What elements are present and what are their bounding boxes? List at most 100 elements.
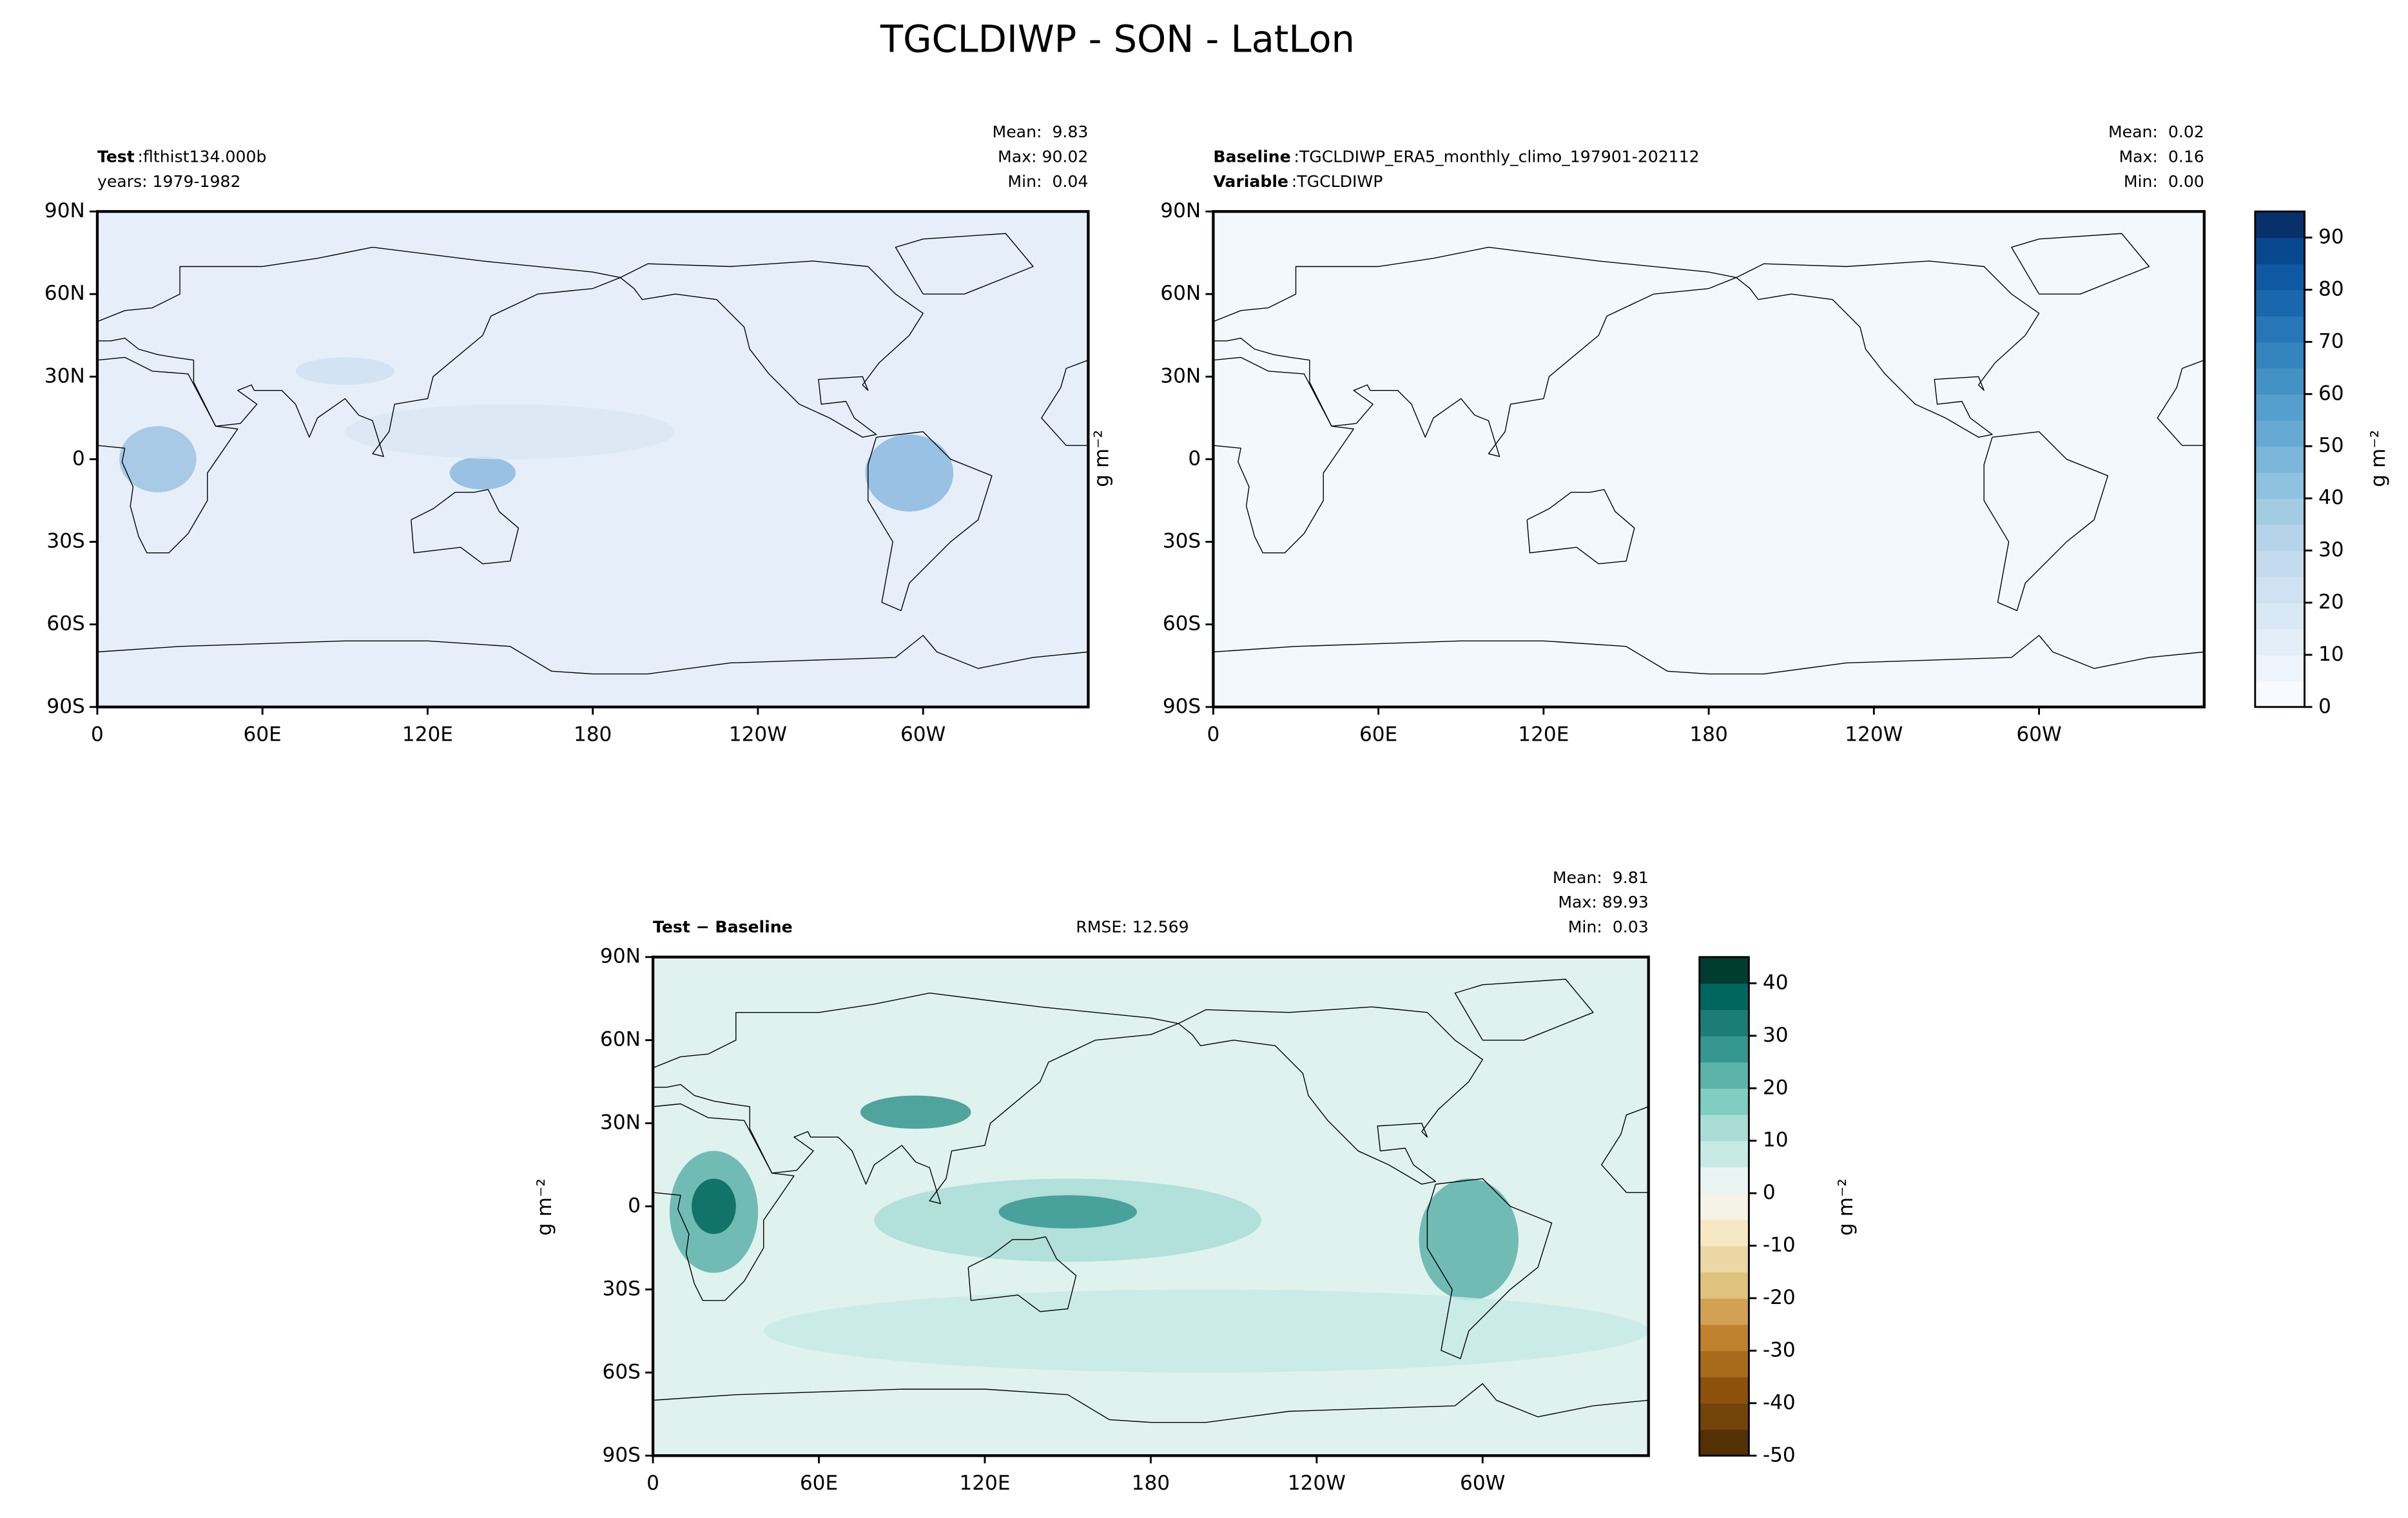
info-row: Variable:TGCLDIWP (1213, 172, 1383, 191)
colorbar-segment (2255, 602, 2305, 630)
info-row: Test:flthist134.000b (97, 147, 266, 166)
y-tick-label: 60S (1163, 612, 1201, 636)
colorbar-tick-label: -10 (1763, 1234, 1796, 1257)
x-tick-label: 180 (1132, 1472, 1170, 1495)
colorbar-segment (1699, 1324, 1749, 1352)
y-tick-label: 30N (600, 1111, 641, 1134)
colorbar-segment (2255, 681, 2305, 708)
y-tick-label: 90S (46, 695, 84, 718)
colorbar-tick-label: 60 (2318, 382, 2344, 405)
y-tick-label: 30N (1160, 364, 1201, 387)
colorbar-tick-label: 10 (1763, 1129, 1789, 1152)
y-axis-label: g m⁻² (533, 1178, 556, 1236)
colorbar-tick-label: 30 (1763, 1024, 1789, 1047)
colorbar-segment (2255, 263, 2305, 291)
info-row: Baseline:TGCLDIWP_ERA5_monthly_climo_197… (1213, 147, 1699, 166)
field-blob (998, 1195, 1137, 1229)
colorbar-segment (1699, 1088, 1749, 1115)
colorbar-segment (1699, 1062, 1749, 1089)
x-tick-label: 0 (1207, 723, 1219, 746)
colorbar-tick-label: 80 (2318, 277, 2344, 300)
stat: Min: 0.03 (1568, 917, 1649, 936)
colorbar-tick-label: 20 (2318, 590, 2344, 614)
field-blob (865, 434, 954, 512)
y-tick-label: 90N (1160, 199, 1201, 222)
colorbar-tick-label: -20 (1763, 1286, 1796, 1309)
field-blob (763, 1289, 1649, 1373)
y-tick-label: 30S (1163, 530, 1201, 553)
x-tick-label: 180 (1689, 723, 1727, 746)
x-tick-label: 60E (244, 723, 282, 746)
x-tick-label: 0 (646, 1472, 659, 1495)
field-blob (119, 426, 197, 492)
colorbar-segment (1699, 1377, 1749, 1404)
colorbar-tick-label: -50 (1763, 1443, 1796, 1466)
colorbar-frame (2254, 210, 2306, 708)
x-tick-label: 60W (1460, 1472, 1505, 1495)
colorbar-segment (1699, 1245, 1749, 1272)
y-tick-label: 60S (603, 1360, 641, 1383)
field-blob (295, 357, 395, 385)
field-blob (692, 1178, 736, 1234)
colorbar-tick-label: 20 (1763, 1076, 1789, 1099)
y-tick-label: 60N (600, 1028, 641, 1051)
y-tick-label: 60S (46, 612, 84, 636)
stat: Mean: 0.02 (2108, 122, 2204, 141)
stat: Max: 90.02 (998, 147, 1088, 166)
colorbar-segment (1699, 983, 1749, 1010)
colorbar-tick-label: 10 (2318, 643, 2344, 666)
info-value: TGCLDIWP_ERA5_monthly_climo_197901-20211… (1299, 147, 1700, 166)
y-tick-label: 90S (603, 1443, 641, 1466)
colorbar-tick-label: -40 (1763, 1391, 1796, 1414)
x-tick-label: 60E (1359, 723, 1397, 746)
y-axis-label: g m⁻² (1091, 430, 1114, 487)
colorbar-segment (2255, 315, 2305, 343)
colorbar-segment (2255, 524, 2305, 551)
y-tick-label: 90N (44, 199, 85, 222)
stat: Min: 0.00 (2124, 172, 2204, 191)
y-tick-label: 90S (1163, 695, 1201, 718)
colorbar-tick-label: 70 (2318, 329, 2344, 353)
stat: Mean: 9.81 (1553, 868, 1649, 887)
colorbar-frame (1698, 956, 1750, 1457)
info-text: years: 1979-1982 (97, 172, 241, 191)
info-row: years: 1979-1982 (97, 172, 241, 191)
field-blob (1419, 1178, 1519, 1301)
colorbar-tick-label: 0 (1763, 1181, 1776, 1204)
info-value: flthist134.000b (143, 147, 266, 166)
colorbar-tick-label: 30 (2318, 538, 2344, 561)
colorbar-segment (1699, 1114, 1749, 1142)
map-background (1213, 211, 2204, 707)
colorbar-segment (1699, 957, 1749, 984)
map (97, 211, 1089, 707)
stat: Min: 0.04 (1007, 172, 1088, 191)
colorbar-segment (2255, 654, 2305, 682)
map-content (653, 979, 1649, 1423)
info-separator: : (1292, 172, 1297, 191)
field-blob (345, 404, 675, 460)
colorbar-segment (2255, 394, 2305, 421)
info-separator: : (138, 147, 143, 166)
stat: Mean: 9.83 (993, 122, 1089, 141)
info-separator: : (1294, 147, 1299, 166)
y-tick-label: 0 (72, 447, 85, 470)
colorbar-segment (1699, 1429, 1749, 1456)
colorbar-tick-label: 90 (2318, 226, 2344, 249)
colorbar-tick-label: 40 (2318, 486, 2344, 509)
colorbar-segment (1699, 1167, 1749, 1194)
y-tick-label: 60N (1160, 282, 1201, 305)
field-blob (860, 1095, 971, 1129)
colorbar-segment (1699, 1140, 1749, 1168)
colorbar-segment (1699, 1035, 1749, 1063)
colorbar-segment (2255, 498, 2305, 525)
info-key: Baseline (1213, 147, 1290, 166)
x-tick-label: 60E (800, 1472, 838, 1495)
x-tick-label: 120W (729, 723, 787, 746)
info-key: Test − Baseline (653, 917, 793, 936)
colorbar-segment (2255, 446, 2305, 473)
info-key: Variable (1213, 172, 1288, 191)
stat: Max: 0.16 (2119, 147, 2204, 166)
x-tick-label: 60W (900, 723, 946, 746)
colorbar-tick-label: 40 (1763, 971, 1789, 994)
